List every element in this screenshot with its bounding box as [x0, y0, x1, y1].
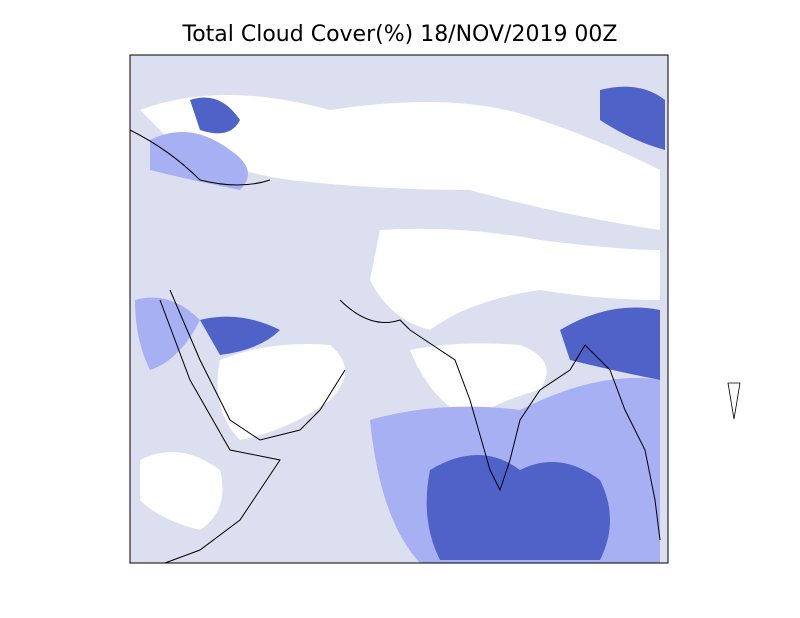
coastline — [339, 299, 411, 331]
coastline — [169, 289, 346, 441]
cloud-area — [600, 86, 665, 150]
clear-area — [140, 452, 223, 530]
colorbar-arrow — [727, 382, 741, 420]
map-frame — [129, 54, 669, 564]
clear-area — [140, 95, 660, 230]
cloud-area — [135, 297, 200, 370]
clear-area — [410, 343, 547, 420]
coastlines — [129, 129, 661, 564]
coastline — [584, 344, 661, 541]
cloud-area — [426, 455, 610, 560]
colorbar — [727, 382, 741, 420]
cloud-area — [150, 132, 248, 190]
coastline — [409, 329, 586, 492]
clear-area — [370, 228, 660, 330]
cloud-area — [200, 316, 280, 355]
coastline — [159, 299, 281, 564]
title: Total Cloud Cover(%) 18/NOV/2019 00Z — [182, 22, 618, 47]
clear-area — [217, 344, 345, 440]
coastline — [129, 129, 271, 186]
cloud-area — [190, 97, 240, 134]
cloud-area — [560, 307, 660, 380]
cloud-field — [130, 55, 668, 563]
